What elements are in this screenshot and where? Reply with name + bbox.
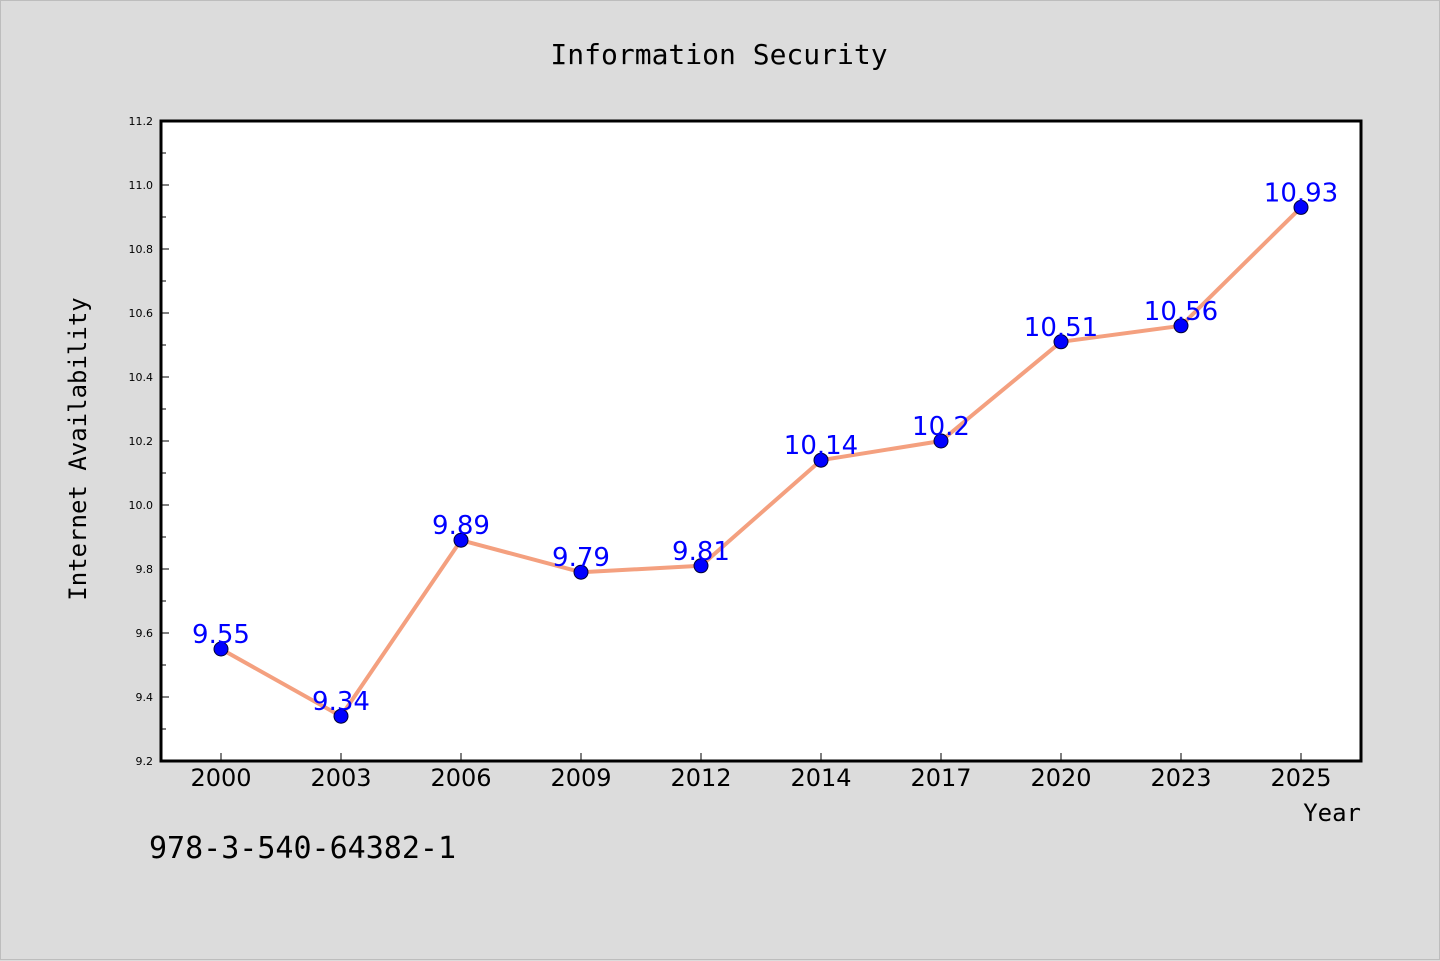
x-tick-label: 2020 bbox=[1030, 764, 1091, 792]
y-tick-label: 11.2 bbox=[129, 115, 154, 128]
y-tick-label: 10.0 bbox=[129, 499, 154, 512]
y-tick-label: 10.6 bbox=[129, 307, 154, 320]
y-tick-label: 10.8 bbox=[129, 243, 154, 256]
x-tick-label: 2009 bbox=[550, 764, 611, 792]
x-axis: 2000 2003 2006 2009 2012 2014 2017 2020 2023 2025 bbox=[190, 753, 1332, 792]
data-point-marker bbox=[573, 564, 589, 580]
data-point-marker bbox=[693, 558, 709, 574]
x-tick-label: 2023 bbox=[1150, 764, 1211, 792]
series-layer bbox=[213, 199, 1309, 724]
data-labels: 9.55 9.34 9.89 9.79 9.81 10.14 10.2 10.51 10.56 1… bbox=[192, 178, 1338, 717]
series-line bbox=[219, 205, 1303, 719]
footer-identifier: 978-3-540-64382-1 bbox=[149, 831, 457, 866]
y-tick-label: 9.2 bbox=[136, 755, 154, 768]
data-point-marker bbox=[1053, 334, 1069, 350]
data-label: 10.56 bbox=[1144, 297, 1218, 327]
x-tick-label: 2014 bbox=[790, 764, 851, 792]
data-point-marker bbox=[453, 532, 469, 548]
data-label: 9.89 bbox=[432, 511, 490, 541]
y-tick-label: 10.4 bbox=[129, 371, 154, 384]
x-tick-label: 2006 bbox=[430, 764, 491, 792]
x-tick-label: 2012 bbox=[670, 764, 731, 792]
data-label: 10.51 bbox=[1024, 313, 1098, 343]
y-tick-label: 9.8 bbox=[136, 563, 154, 576]
data-point-marker bbox=[213, 641, 229, 657]
x-tick-label: 2000 bbox=[190, 764, 251, 792]
plot-frame bbox=[159, 119, 1363, 763]
data-label: 10.93 bbox=[1264, 178, 1338, 208]
x-tick-label: 2025 bbox=[1270, 764, 1331, 792]
x-tick-label: 2003 bbox=[310, 764, 371, 792]
data-label: 9.34 bbox=[312, 687, 370, 717]
chart-title: Information Security bbox=[550, 38, 887, 71]
data-label: 10.14 bbox=[784, 431, 858, 461]
plot-area bbox=[161, 121, 1361, 761]
x-axis-label: Year bbox=[1303, 799, 1361, 827]
data-label: 9.79 bbox=[552, 543, 610, 573]
x-tick-label: 2017 bbox=[910, 764, 971, 792]
data-label: 9.81 bbox=[672, 537, 730, 567]
y-axis-label: Internet Availability bbox=[64, 297, 92, 600]
y-axis: 9.2 9.4 9.6 9.8 10.0 10.2 10.4 10.6 10.8 11.0 11.2 bbox=[129, 115, 169, 768]
data-label: 10.2 bbox=[912, 412, 970, 442]
data-point-marker bbox=[1173, 318, 1189, 334]
y-tick-label: 11.0 bbox=[129, 179, 154, 192]
y-tick-label: 9.6 bbox=[136, 627, 154, 640]
y-tick-label: 9.4 bbox=[136, 691, 154, 704]
data-point-marker bbox=[813, 452, 829, 468]
y-tick-label: 10.2 bbox=[129, 435, 154, 448]
data-point-marker bbox=[1293, 199, 1309, 215]
data-label: 9.55 bbox=[192, 620, 250, 650]
data-point-marker bbox=[333, 708, 349, 724]
data-point-marker bbox=[933, 433, 949, 449]
